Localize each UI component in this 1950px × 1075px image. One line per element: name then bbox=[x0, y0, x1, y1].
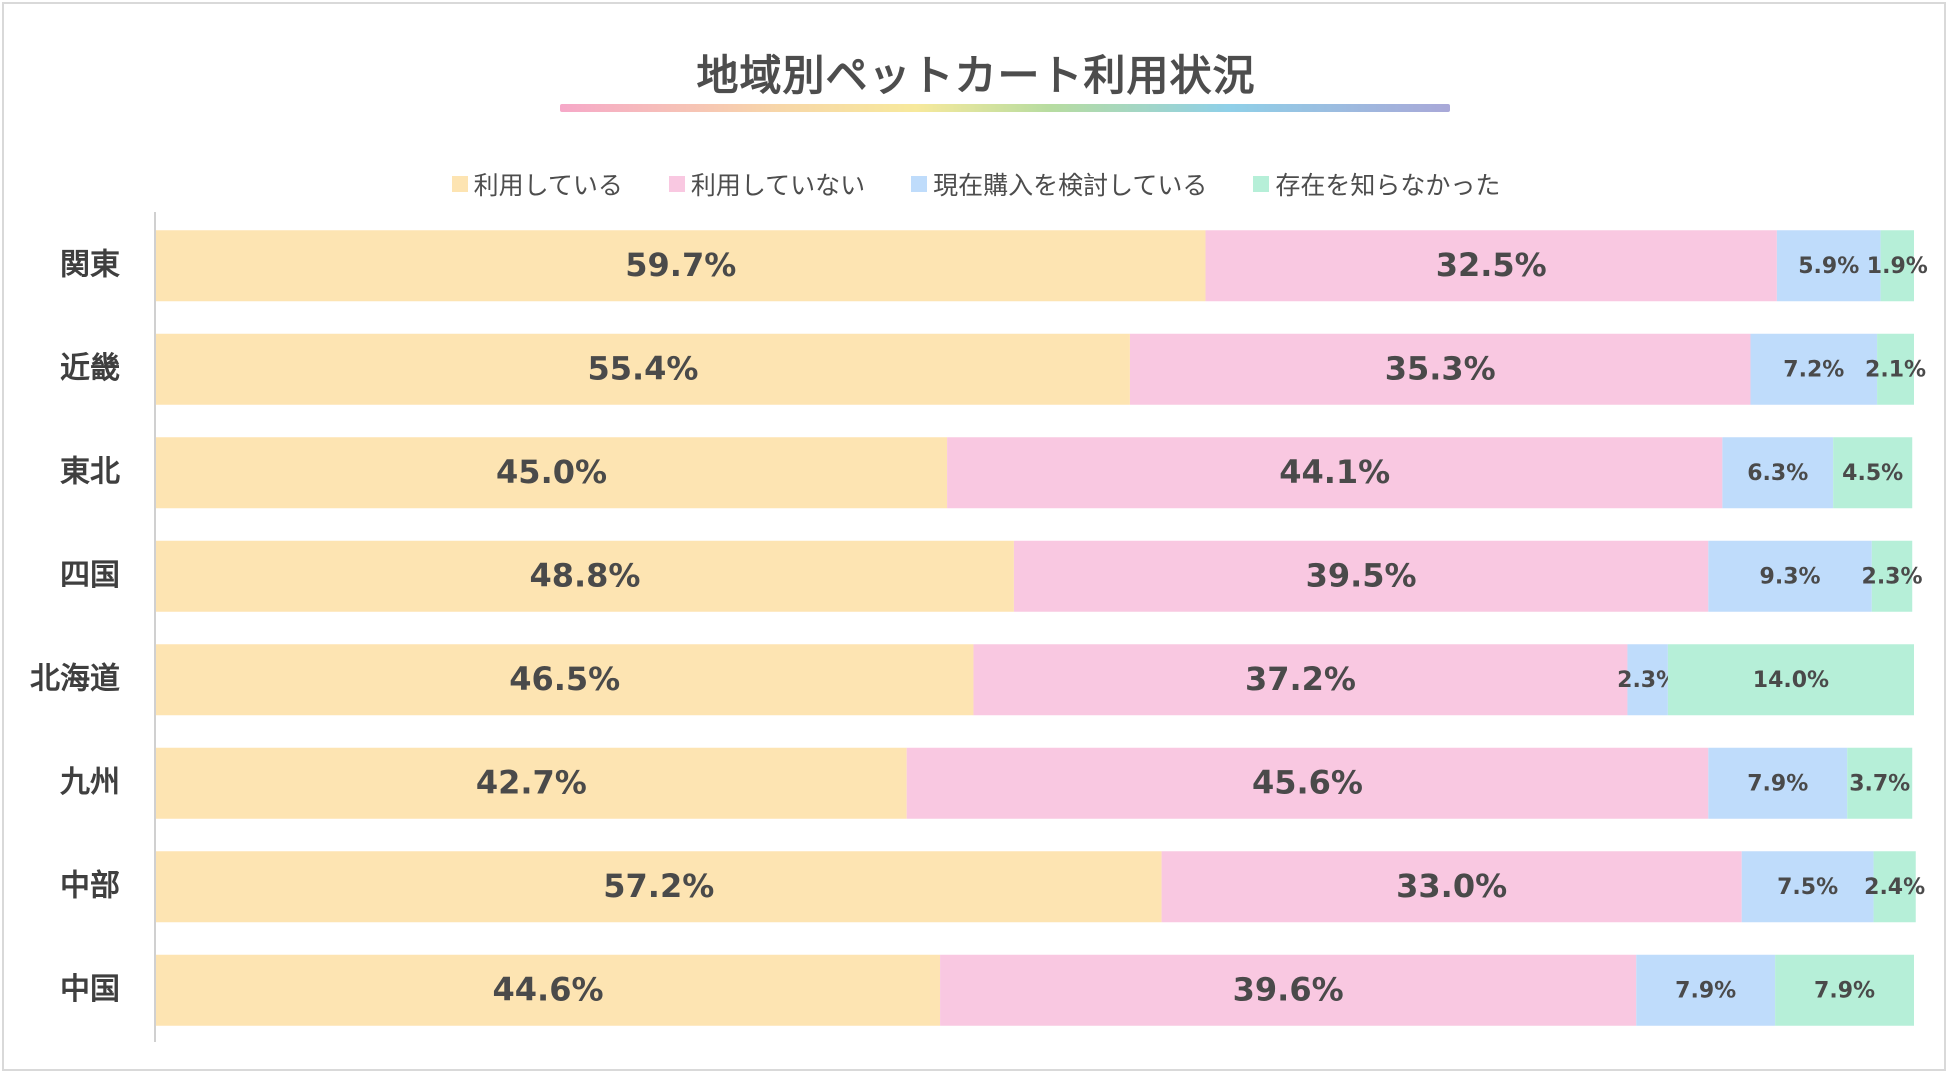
data-label: 7.9% bbox=[1675, 978, 1736, 1003]
data-label: 32.5% bbox=[1436, 246, 1547, 284]
data-label: 37.2% bbox=[1245, 660, 1356, 698]
category-label: 中国 bbox=[60, 972, 120, 1007]
bar-segment bbox=[156, 644, 974, 716]
bar-segment bbox=[1205, 230, 1777, 302]
bar-segment bbox=[156, 747, 907, 819]
legend-item-not-using: 利用していない bbox=[668, 166, 866, 202]
bar-segment bbox=[156, 954, 941, 1026]
data-label: 4.5% bbox=[1842, 461, 1903, 486]
bar-segment bbox=[1847, 747, 1913, 819]
category-label: 四国 bbox=[60, 558, 120, 593]
bar-segment bbox=[1722, 437, 1834, 509]
bar-segment bbox=[1833, 437, 1913, 509]
bar-segment bbox=[1776, 230, 1881, 302]
data-label: 45.6% bbox=[1252, 763, 1363, 801]
category-label: 関東 bbox=[60, 247, 120, 282]
bar-segment bbox=[1636, 954, 1776, 1026]
bar-segment bbox=[1627, 644, 1668, 716]
data-label: 33.0% bbox=[1396, 867, 1507, 905]
data-label: 1.9% bbox=[1867, 254, 1928, 279]
data-label: 2.1% bbox=[1865, 357, 1926, 382]
category-label: 近畿 bbox=[60, 351, 120, 386]
data-label: 42.7% bbox=[476, 763, 587, 801]
chart-title: 地域別ペットカート利用状況 bbox=[696, 51, 1256, 100]
bar-segment bbox=[156, 540, 1014, 612]
bar-segment bbox=[1880, 230, 1914, 302]
data-label: 7.5% bbox=[1777, 875, 1838, 900]
data-label: 5.9% bbox=[1798, 254, 1859, 279]
data-label: 14.0% bbox=[1753, 668, 1829, 693]
legend-label: 存在を知らなかった bbox=[1275, 171, 1501, 200]
data-label: 59.7% bbox=[625, 246, 736, 284]
data-label: 48.8% bbox=[529, 556, 640, 594]
bar-segment bbox=[1667, 644, 1914, 716]
legend-label: 現在購入を検討している bbox=[933, 171, 1208, 200]
data-label: 35.3% bbox=[1385, 349, 1496, 387]
bar-segment bbox=[1871, 540, 1913, 612]
data-label: 2.3% bbox=[1862, 564, 1923, 589]
data-label: 9.3% bbox=[1760, 564, 1821, 589]
data-label: 3.7% bbox=[1849, 771, 1910, 796]
bar-segment bbox=[1877, 333, 1914, 405]
title-underline bbox=[560, 104, 1450, 112]
data-label: 39.5% bbox=[1306, 556, 1417, 594]
legend-label: 利用している bbox=[473, 171, 623, 200]
bar-segment bbox=[1873, 851, 1916, 923]
bar-segment bbox=[1708, 540, 1872, 612]
data-label: 6.3% bbox=[1747, 461, 1808, 486]
legend-swatch bbox=[668, 176, 685, 192]
data-label: 57.2% bbox=[603, 867, 714, 905]
legend-swatch bbox=[911, 176, 928, 192]
legend-swatch bbox=[451, 176, 468, 192]
data-label: 7.9% bbox=[1814, 978, 1875, 1003]
bar-segment bbox=[940, 954, 1637, 1026]
bar-segment bbox=[156, 333, 1130, 405]
bar-segment bbox=[1775, 954, 1914, 1026]
data-label: 39.6% bbox=[1233, 970, 1344, 1008]
data-label: 2.4% bbox=[1864, 875, 1925, 900]
category-label: 東北 bbox=[60, 454, 120, 489]
data-label: 44.1% bbox=[1279, 453, 1390, 491]
data-label: 55.4% bbox=[587, 349, 698, 387]
legend-item-using: 利用している bbox=[451, 166, 623, 202]
bar-segment bbox=[973, 644, 1628, 716]
category-label: 中部 bbox=[60, 868, 120, 903]
data-label: 45.0% bbox=[496, 453, 607, 491]
data-label: 44.6% bbox=[493, 970, 604, 1008]
legend: 利用している 利用していない 現在購入を検討している 存在を知らなかった bbox=[4, 166, 1948, 202]
bar-segment bbox=[156, 230, 1206, 302]
data-label: 7.2% bbox=[1783, 357, 1844, 382]
category-label: 北海道 bbox=[30, 661, 120, 696]
bar-segment bbox=[1013, 540, 1709, 612]
category-label: 九州 bbox=[60, 765, 120, 800]
bar-segment bbox=[947, 437, 1723, 509]
legend-item-considering: 現在購入を検討している bbox=[911, 166, 1207, 202]
legend-label: 利用していない bbox=[690, 171, 866, 200]
bar-segment bbox=[1161, 851, 1742, 923]
legend-swatch bbox=[1253, 176, 1270, 192]
bar-segment bbox=[1708, 747, 1848, 819]
data-label: 7.9% bbox=[1747, 771, 1808, 796]
bar-segment bbox=[906, 747, 1709, 819]
bar-segment bbox=[156, 437, 948, 509]
bar-segment bbox=[156, 851, 1162, 923]
legend-item-unaware: 存在を知らなかった bbox=[1253, 166, 1500, 202]
bar-segment bbox=[1741, 851, 1874, 923]
bar-segment bbox=[1129, 333, 1751, 405]
bar-segment bbox=[1750, 333, 1878, 405]
data-label: 46.5% bbox=[509, 660, 620, 698]
